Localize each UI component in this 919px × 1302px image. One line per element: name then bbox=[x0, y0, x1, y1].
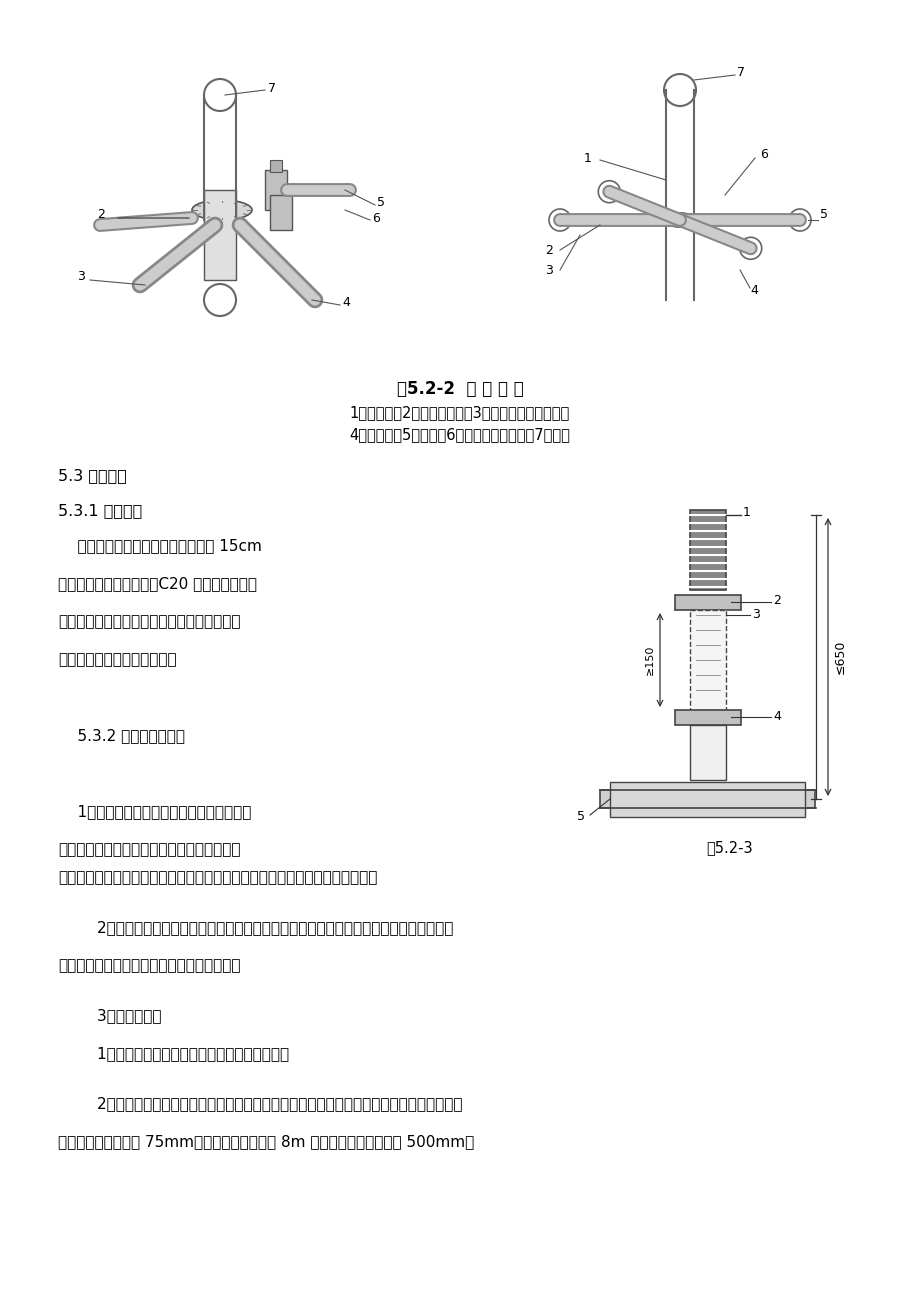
Text: 7: 7 bbox=[736, 66, 744, 79]
Text: 2: 2 bbox=[544, 243, 552, 256]
Text: 确定立杆搭设位置。计算得出立杆排架尺寸、: 确定立杆搭设位置。计算得出立杆排架尺寸、 bbox=[58, 842, 240, 857]
Text: 且错开高度不宜小于 75mm。模板支架高度大于 8m 时，错开高度不宜小于 500mm。: 且错开高度不宜小于 75mm。模板支架高度大于 8m 时，错开高度不宜小于 50… bbox=[58, 1134, 473, 1148]
Text: 4: 4 bbox=[749, 284, 757, 297]
Text: 选用定长的水平杆，并根据支撑高度组合套插的立杆段、可调托座和可调底座。: 选用定长的水平杆，并根据支撑高度组合套插的立杆段、可调托座和可调底座。 bbox=[58, 870, 377, 885]
Text: 7: 7 bbox=[267, 82, 276, 95]
Text: 1: 1 bbox=[584, 151, 591, 164]
Text: 3: 3 bbox=[751, 608, 759, 621]
Bar bbox=[599, 790, 814, 809]
Bar bbox=[689, 510, 725, 590]
Text: 6: 6 bbox=[759, 148, 767, 161]
Text: 图5.2-2  盘 扣 节 点: 图5.2-2 盘 扣 节 点 bbox=[396, 380, 523, 398]
Text: 5.3.1 地基处理: 5.3.1 地基处理 bbox=[58, 503, 142, 518]
Text: 5.3 操作要点: 5.3 操作要点 bbox=[58, 467, 127, 483]
Text: 止雨水浸泡，保持场地干燥。: 止雨水浸泡，保持场地干燥。 bbox=[58, 652, 176, 667]
Text: 的架体单元，以此扩展搭设成整体支架体系。: 的架体单元，以此扩展搭设成整体支架体系。 bbox=[58, 958, 240, 973]
Text: 3: 3 bbox=[77, 271, 85, 284]
Text: 2、搭设顺序：根据立杆放置可调底座，按先立杆后水平杆再斜杆的顺序搭设，形成基本: 2、搭设顺序：根据立杆放置可调底座，按先立杆后水平杆再斜杆的顺序搭设，形成基本 bbox=[58, 921, 453, 935]
Text: 1、准备工作：根据搭设施工图测量放线，: 1、准备工作：根据搭设施工图测量放线， bbox=[58, 805, 251, 819]
Bar bbox=[609, 783, 804, 816]
Text: 支架搭设范围内先进行清表，换填 15cm: 支架搭设范围内先进行清表，换填 15cm bbox=[58, 538, 262, 553]
Text: ≤650: ≤650 bbox=[834, 639, 846, 674]
Bar bbox=[675, 595, 740, 611]
Text: 2）立杆之间通过连接套管连接，在同一水平高度内相邻立杆连接套管接头的位置宜错开，: 2）立杆之间通过连接套管连接，在同一水平高度内相邻立杆连接套管接头的位置宜错开， bbox=[58, 1096, 462, 1111]
Text: 4一水平杆；5一斜杆；6一斜杆杆端扣接头；7一立杆: 4一水平杆；5一斜杆；6一斜杆杆端扣接头；7一立杆 bbox=[349, 427, 570, 441]
Text: 3: 3 bbox=[544, 263, 552, 276]
Text: 5: 5 bbox=[819, 208, 827, 221]
Text: 6: 6 bbox=[371, 211, 380, 224]
Text: 4: 4 bbox=[342, 296, 349, 309]
Text: 1一连接盘；2一扣接头插销；3一水平杆杆端扣接头；: 1一连接盘；2一扣接头插销；3一水平杆杆端扣接头； bbox=[349, 405, 570, 421]
Ellipse shape bbox=[662, 214, 697, 227]
Bar bbox=[689, 611, 725, 710]
Text: 1）可调底座准确放置在定位线上，保持水平。: 1）可调底座准确放置在定位线上，保持水平。 bbox=[58, 1046, 289, 1061]
Bar bbox=[204, 190, 236, 280]
Text: 2: 2 bbox=[97, 208, 105, 221]
Bar bbox=[689, 725, 725, 780]
Bar bbox=[269, 160, 282, 172]
Text: 4: 4 bbox=[772, 710, 780, 723]
Bar bbox=[265, 171, 287, 210]
Text: 2: 2 bbox=[772, 595, 780, 608]
Text: 1: 1 bbox=[743, 506, 750, 519]
Text: 5: 5 bbox=[377, 195, 384, 208]
Ellipse shape bbox=[192, 201, 252, 220]
Text: 厚碎石垫层，碾压密实，C20 素混凝土硬化场: 厚碎石垫层，碾压密实，C20 素混凝土硬化场 bbox=[58, 575, 256, 591]
Text: 5: 5 bbox=[576, 811, 584, 823]
Text: 3、操作要点：: 3、操作要点： bbox=[58, 1008, 162, 1023]
Bar bbox=[675, 710, 740, 725]
Bar bbox=[269, 195, 291, 230]
Text: 地，并设置排水坡；支架四周设置排水沟，防: 地，并设置排水坡；支架四周设置排水沟，防 bbox=[58, 615, 240, 629]
Text: ≥150: ≥150 bbox=[644, 644, 654, 676]
Text: 图5.2-3: 图5.2-3 bbox=[706, 840, 753, 855]
Text: 5.3.2 承插型支架搭设: 5.3.2 承插型支架搭设 bbox=[58, 728, 185, 743]
